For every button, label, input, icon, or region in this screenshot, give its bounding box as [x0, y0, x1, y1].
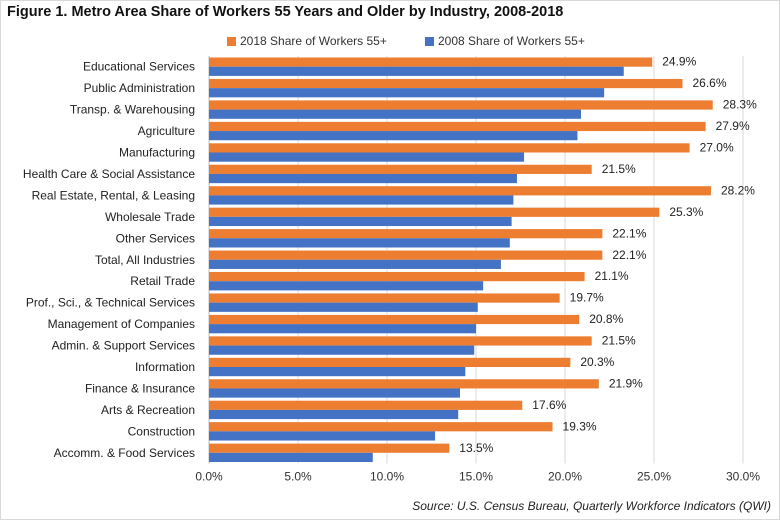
data-label-2018: 21.5%	[602, 334, 636, 348]
bar-2008	[209, 109, 582, 119]
category-label: Health Care & Social Assistance	[23, 167, 195, 181]
data-label-2018: 26.6%	[692, 76, 726, 90]
data-label-2018: 24.9%	[662, 55, 696, 69]
bar-2008	[209, 152, 525, 162]
bar-2018	[209, 422, 553, 432]
bar-2018	[209, 57, 653, 67]
data-label-2018: 28.2%	[721, 183, 755, 197]
bar-2018	[209, 314, 580, 325]
category-label: Finance & Insurance	[85, 381, 195, 395]
legend-item-2018: 2018 Share of Workers 55+	[227, 34, 387, 48]
bar-2008	[209, 238, 510, 248]
legend-label-2008: 2008 Share of Workers 55+	[438, 34, 585, 48]
bar-2008	[209, 88, 605, 98]
data-label-2018: 19.3%	[563, 419, 597, 433]
bar-2018	[209, 186, 711, 196]
category-label: Prof., Sci., & Technical Services	[26, 296, 195, 310]
x-tick-label: 5.0%	[284, 470, 312, 484]
category-label: Educational Services	[83, 60, 195, 74]
bar-2008	[209, 345, 475, 355]
bar-2008	[209, 324, 476, 334]
bar-2008	[209, 302, 478, 312]
category-label: Arts & Recreation	[101, 403, 195, 417]
bar-2008	[209, 367, 466, 377]
legend-swatch-2018	[227, 36, 236, 46]
x-tick-label: 15.0%	[459, 470, 493, 484]
category-label: Management of Companies	[48, 317, 195, 331]
x-tick-label: 10.0%	[370, 470, 404, 484]
category-label: Real Estate, Rental, & Leasing	[32, 188, 195, 202]
bar-2008	[209, 131, 578, 141]
data-label-2018: 21.5%	[602, 162, 636, 176]
data-label-2018: 27.0%	[700, 141, 734, 155]
category-label: Admin. & Support Services	[52, 339, 195, 353]
bar-2008	[209, 216, 512, 227]
bar-2008	[209, 66, 624, 76]
bar-2018	[209, 250, 603, 260]
source-note: Source: U.S. Census Bureau, Quarterly Wo…	[412, 499, 771, 513]
category-label: Retail Trade	[130, 274, 195, 288]
x-tick-label: 30.0%	[726, 470, 760, 484]
category-label: Total, All Industries	[95, 253, 195, 267]
chart-title: Figure 1. Metro Area Share of Workers 55…	[7, 4, 564, 20]
bar-2018	[209, 121, 706, 132]
category-label: Manufacturing	[119, 146, 195, 160]
bar-2018	[209, 379, 599, 389]
category-label: Accomm. & Food Services	[54, 446, 195, 460]
data-label-2018: 19.7%	[570, 291, 604, 305]
bar-2008	[209, 431, 436, 441]
bar-2018	[209, 443, 450, 453]
bar-2018	[209, 229, 603, 239]
bar-2008	[209, 173, 517, 184]
bar-2008	[209, 259, 501, 269]
x-tick-label: 0.0%	[195, 470, 223, 484]
bar-2018	[209, 143, 690, 153]
legend-item-2008: 2008 Share of Workers 55+	[425, 34, 585, 48]
category-label: Public Administration	[84, 81, 195, 95]
bar-2008	[209, 409, 459, 420]
bar-2008	[209, 195, 514, 205]
x-tick-label: 20.0%	[548, 470, 582, 484]
data-label-2018: 13.5%	[459, 441, 493, 455]
data-label-2018: 22.1%	[612, 248, 646, 262]
bar-2018	[209, 100, 713, 110]
category-label: Construction	[128, 424, 195, 438]
category-label: Information	[135, 360, 195, 374]
category-label: Transp. & Warehousing	[70, 103, 195, 117]
bar-2008	[209, 281, 484, 291]
data-label-2018: 25.3%	[669, 205, 703, 219]
data-label-2018: 21.9%	[609, 376, 643, 390]
data-label-2018: 22.1%	[612, 226, 646, 240]
bar-2018	[209, 78, 683, 89]
bar-2018	[209, 357, 571, 367]
bar-2018	[209, 207, 660, 217]
x-tick-label: 25.0%	[637, 470, 671, 484]
category-label: Other Services	[116, 231, 195, 245]
bar-2018	[209, 272, 585, 282]
bar-2018	[209, 164, 592, 174]
data-label-2018: 20.8%	[589, 312, 623, 326]
legend-swatch-2008	[425, 36, 434, 46]
data-label-2018: 17.6%	[532, 398, 566, 412]
category-label: Wholesale Trade	[105, 210, 195, 224]
bar-2008	[209, 388, 460, 398]
bar-2018	[209, 293, 560, 303]
data-label-2018: 27.9%	[716, 119, 750, 133]
category-label: Agriculture	[138, 124, 196, 138]
data-label-2018: 21.1%	[595, 269, 629, 283]
bar-2018	[209, 336, 592, 346]
bar-2018	[209, 400, 523, 410]
legend-label-2018: 2018 Share of Workers 55+	[240, 34, 387, 48]
data-label-2018: 28.3%	[723, 98, 757, 112]
data-label-2018: 20.3%	[580, 355, 614, 369]
bar-2008	[209, 452, 373, 462]
